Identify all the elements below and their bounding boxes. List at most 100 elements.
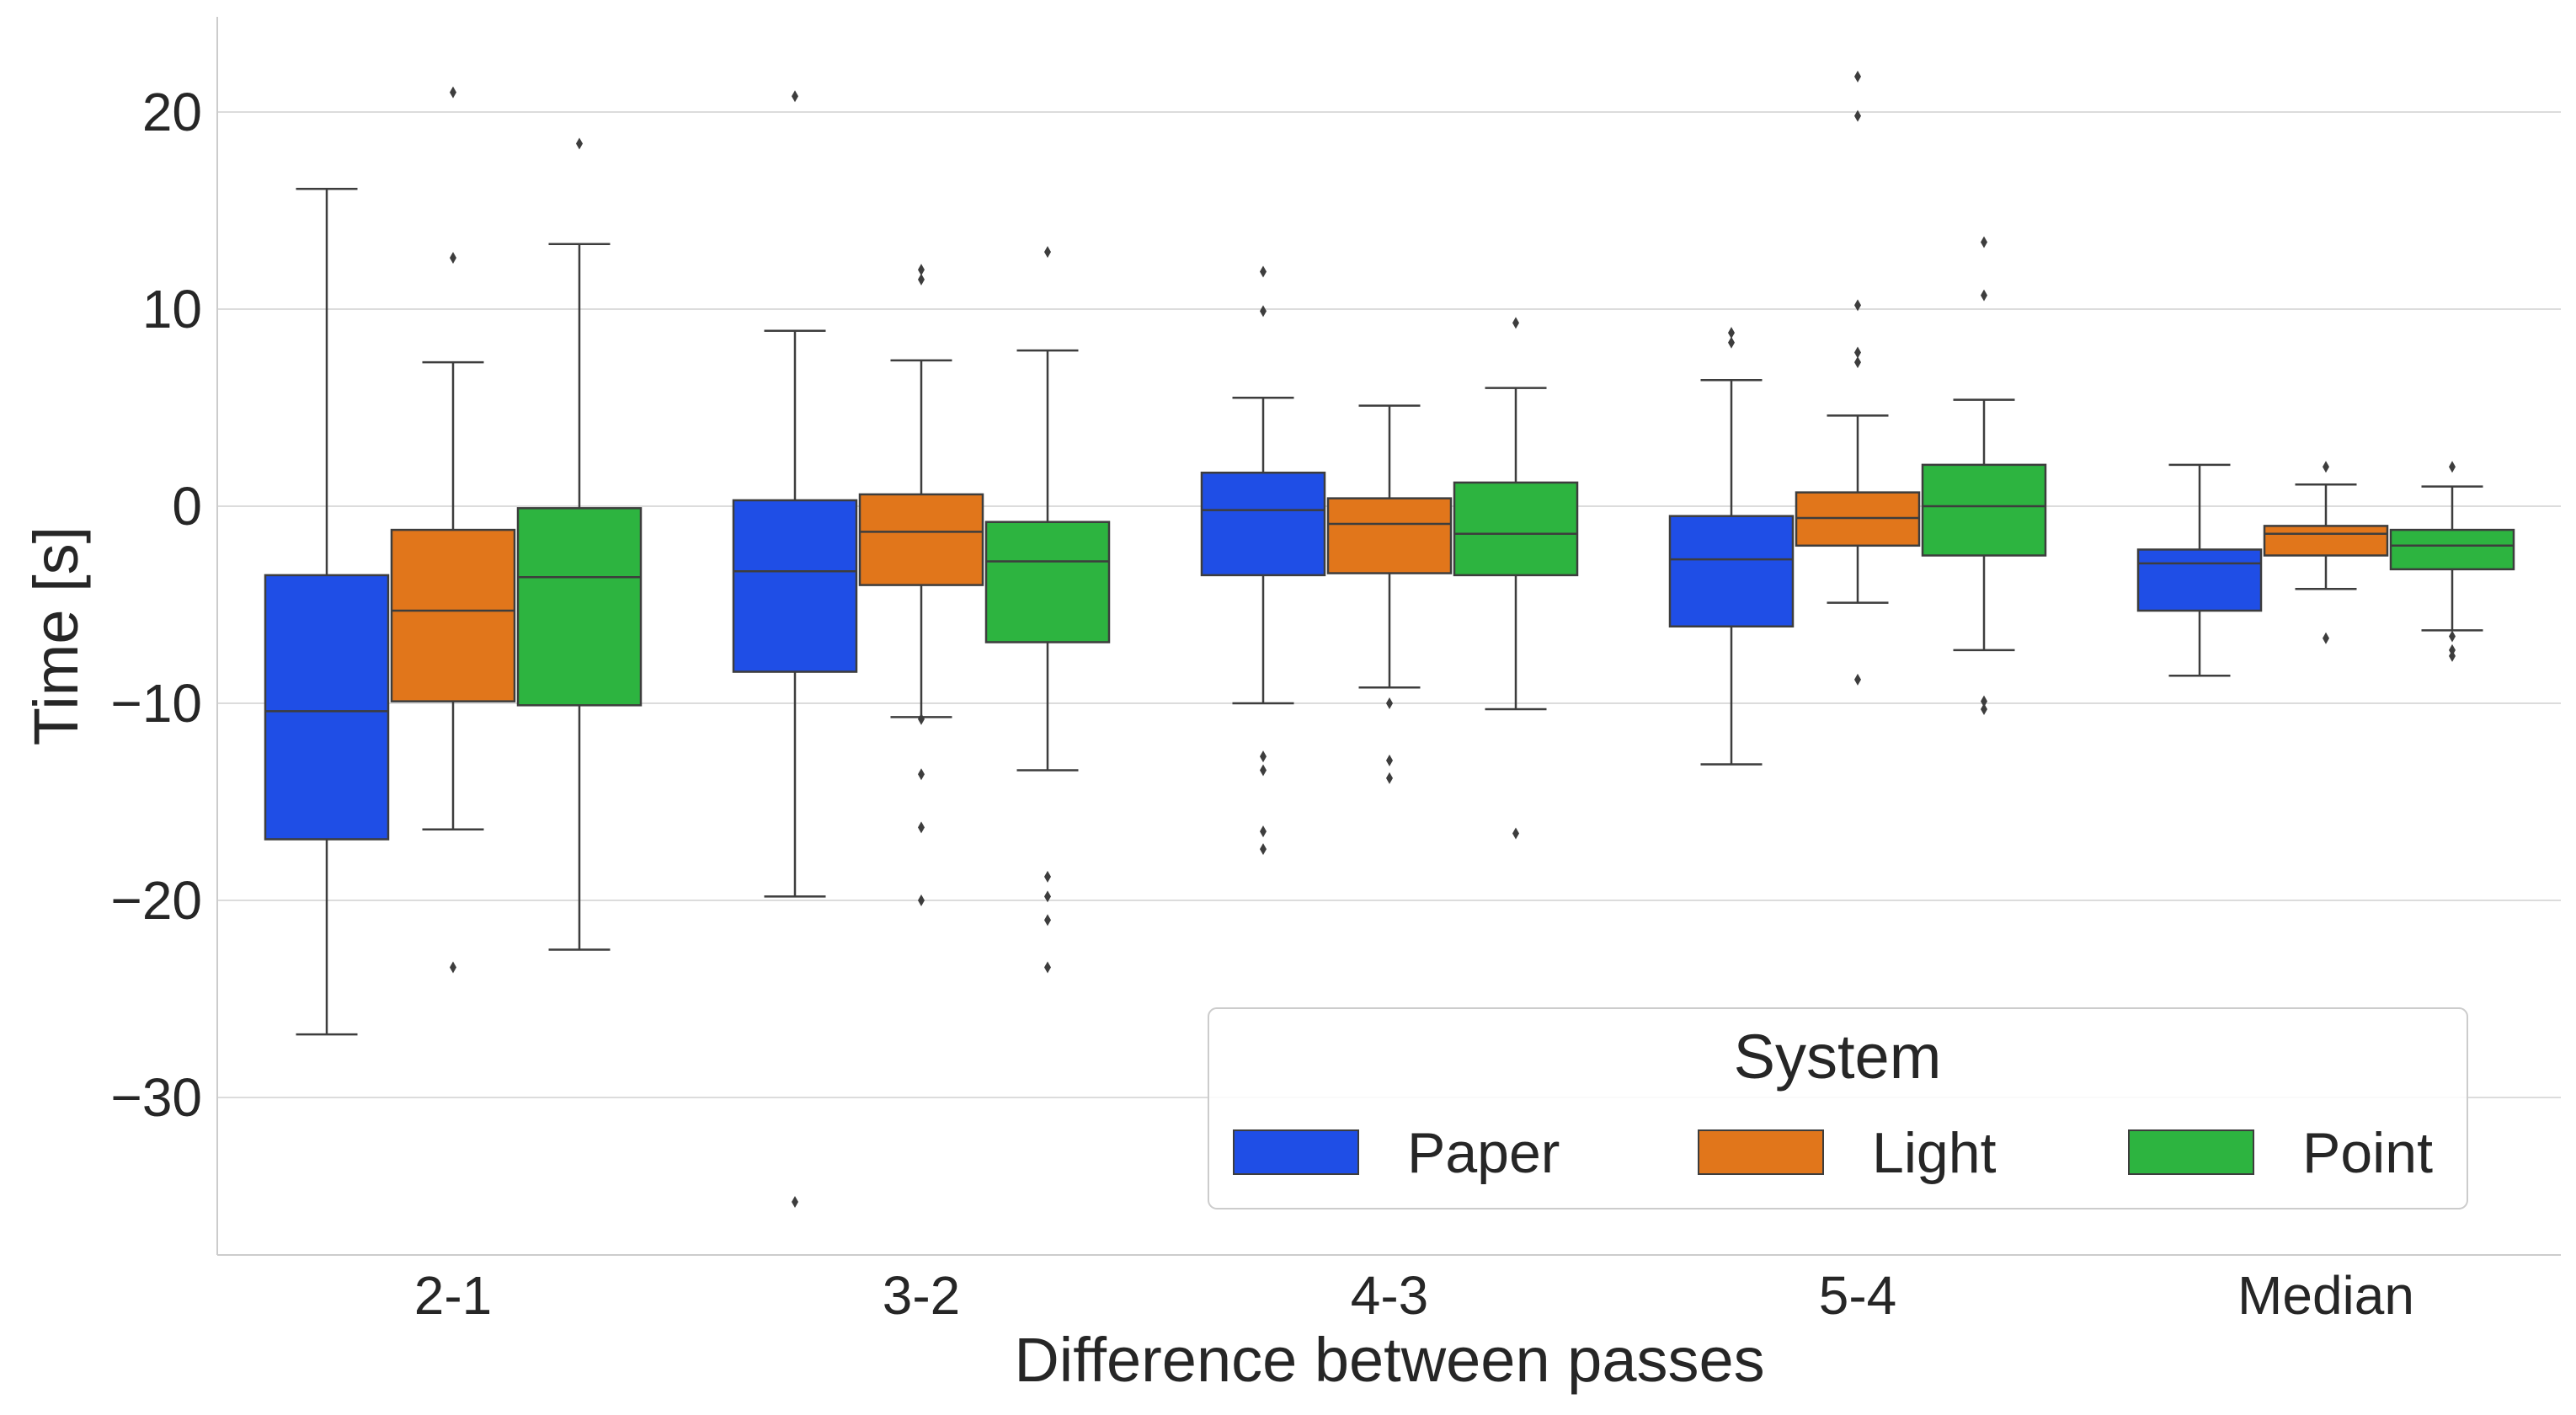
outlier-point (1260, 843, 1267, 856)
outlier-point (918, 713, 925, 725)
box-point (1921, 236, 2047, 716)
x-tick-label: 4-3 (1351, 1265, 1429, 1326)
outlier-point (1044, 246, 1051, 259)
legend-title: System (1734, 1022, 1942, 1092)
legend-entry-light: Light (1698, 1121, 1997, 1185)
box-iqr (984, 521, 1111, 643)
outlier-point (1044, 914, 1051, 926)
outlier-point (918, 894, 925, 906)
x-tick-label: 2-1 (414, 1265, 493, 1326)
outlier-point (1386, 697, 1393, 709)
box-iqr (1326, 497, 1453, 574)
outlier-point (2449, 649, 2456, 662)
legend: System Paper Light Point (1208, 1007, 2468, 1209)
outlier-point (2449, 461, 2456, 473)
y-tick-label: −30 (110, 1067, 202, 1128)
box-light (858, 264, 984, 906)
box-point (984, 246, 1111, 974)
outlier-point (1512, 827, 1519, 840)
outlier-point (1260, 825, 1267, 838)
legend-entry-point: Point (2128, 1121, 2433, 1185)
outlier-point (1854, 346, 1861, 359)
outlier-point (450, 252, 456, 264)
boxes-layer (264, 70, 2515, 1209)
outlier-point (1044, 870, 1051, 883)
outlier-point (576, 137, 583, 150)
outlier-point (1854, 673, 1861, 686)
outlier-point (1260, 265, 1267, 278)
legend-label: Light (1872, 1121, 1997, 1185)
box-iqr (2263, 525, 2389, 557)
x-tick-label: 5-4 (1819, 1265, 1897, 1326)
outlier-point (1728, 336, 1735, 349)
x-tick-label: 3-2 (883, 1265, 961, 1326)
box-paper (732, 90, 858, 1209)
box-iqr (1200, 471, 1326, 577)
box-light (2263, 461, 2389, 644)
box-paper (1668, 327, 1795, 766)
outlier-point (1044, 961, 1051, 974)
box-iqr (516, 507, 643, 707)
box-point (2389, 461, 2515, 662)
box-iqr (390, 528, 516, 702)
box-iqr (1921, 463, 2047, 557)
legend-swatch (1698, 1129, 1824, 1175)
outlier-point (1512, 317, 1519, 329)
x-axis-title: Difference between passes (1014, 1325, 1764, 1395)
legend-label: Point (2302, 1121, 2433, 1185)
legend-swatch (2128, 1129, 2254, 1175)
box-iqr (732, 499, 858, 673)
outlier-point (1854, 299, 1861, 312)
box-iqr (2136, 548, 2263, 612)
outlier-point (1854, 70, 1861, 83)
legend-entries: Paper Light Point (1233, 1121, 2433, 1185)
outlier-point (918, 768, 925, 781)
y-tick-label: 0 (172, 476, 202, 537)
box-iqr (1668, 515, 1795, 627)
outlier-point (1260, 750, 1267, 763)
outlier-point (1044, 890, 1051, 903)
outlier-point (1386, 754, 1393, 766)
outlier-point (918, 273, 925, 286)
outlier-point (1260, 764, 1267, 777)
y-tick-label: −10 (110, 673, 202, 734)
outlier-point (450, 86, 456, 99)
box-light (390, 86, 516, 974)
legend-label: Paper (1407, 1121, 1560, 1185)
outlier-point (1981, 703, 1987, 716)
outlier-point (2449, 643, 2456, 656)
box-iqr (1453, 481, 1579, 577)
legend-swatch (1233, 1129, 1359, 1175)
outlier-point (918, 264, 925, 276)
box-iqr (264, 574, 390, 841)
box-point (516, 137, 643, 951)
box-paper (1200, 265, 1326, 856)
outlier-point (1260, 305, 1267, 318)
axes-layer (216, 17, 2561, 1256)
outlier-point (450, 961, 456, 974)
ticks-layer: 20 10 0 −10 −20 −30 2-1 3-2 4-3 5-4 Median (110, 82, 2414, 1326)
box-iqr (858, 493, 984, 586)
outlier-point (1386, 772, 1393, 784)
outlier-point (1728, 327, 1735, 339)
y-tick-label: 10 (142, 279, 202, 339)
outlier-point (792, 90, 798, 103)
outlier-point (1854, 109, 1861, 122)
x-tick-label: Median (2237, 1265, 2414, 1326)
outlier-point (792, 1196, 798, 1209)
legend-entry-paper: Paper (1233, 1121, 1560, 1185)
outlier-point (2449, 630, 2456, 643)
outlier-point (1981, 695, 1987, 708)
y-tick-label: 20 (142, 82, 202, 142)
box-paper (2136, 463, 2263, 677)
outlier-point (2323, 461, 2329, 473)
y-axis-title: Time [s] (21, 526, 91, 745)
outlier-point (1854, 356, 1861, 369)
outlier-point (2323, 632, 2329, 644)
outlier-point (1981, 289, 1987, 302)
box-iqr (2389, 528, 2515, 571)
box-light (1326, 404, 1453, 784)
outlier-point (918, 821, 925, 834)
